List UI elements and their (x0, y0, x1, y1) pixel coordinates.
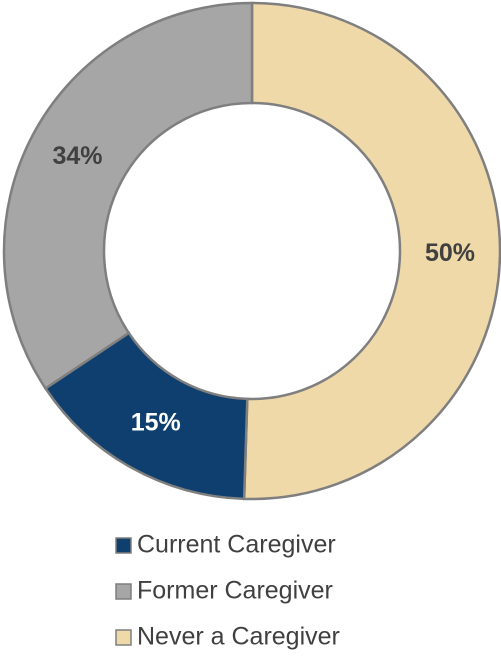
data-label: 34% (52, 142, 102, 170)
legend-swatch (115, 629, 132, 646)
legend-label: Current Caregiver (137, 531, 336, 559)
data-label: 15% (131, 409, 181, 437)
legend-swatch (115, 583, 132, 600)
legend-swatch (115, 537, 132, 554)
donut-slice (2, 1, 254, 391)
data-label: 50% (425, 239, 475, 267)
donut-slice (242, 1, 501, 501)
legend-label: Never a Caregiver (137, 623, 340, 651)
legend-label: Former Caregiver (137, 577, 333, 605)
